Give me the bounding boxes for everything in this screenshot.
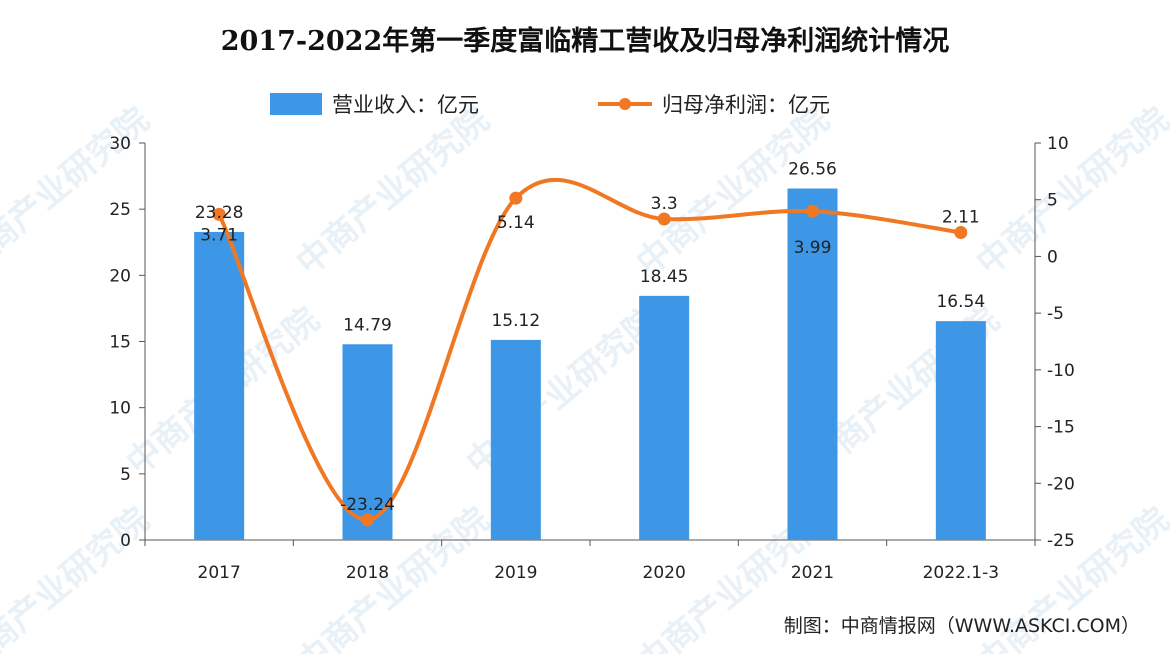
bar-data-label: 15.12 bbox=[491, 311, 540, 331]
line-point bbox=[509, 191, 523, 205]
legend-bar-swatch bbox=[270, 93, 322, 115]
x-tick-label: 2021 bbox=[791, 563, 834, 583]
left-tick-label: 15 bbox=[109, 333, 131, 353]
line-data-label: 3.3 bbox=[651, 194, 678, 214]
line-point bbox=[954, 225, 968, 239]
legend: 营业收入：亿元 归母净利润：亿元 bbox=[270, 93, 830, 117]
legend-line-marker bbox=[619, 98, 631, 110]
left-tick-label: 5 bbox=[120, 465, 131, 485]
watermark-text: 中商产业研究院 bbox=[0, 500, 157, 654]
bar-data-label: 18.45 bbox=[640, 267, 689, 287]
line-data-label: 5.14 bbox=[497, 213, 535, 233]
line-data-label: 3.99 bbox=[794, 238, 832, 258]
right-tick-label: -10 bbox=[1047, 361, 1075, 381]
bar bbox=[639, 295, 690, 540]
line-point bbox=[657, 212, 671, 226]
bar bbox=[935, 321, 986, 540]
x-tick-label: 2020 bbox=[643, 563, 686, 583]
left-tick-label: 0 bbox=[120, 531, 131, 551]
x-tick-label: 2017 bbox=[198, 563, 241, 583]
right-tick-label: 0 bbox=[1047, 247, 1058, 267]
x-tick-label: 2019 bbox=[494, 563, 537, 583]
watermark-text: 中商产业研究院 bbox=[969, 100, 1170, 284]
bar-series bbox=[194, 188, 986, 541]
bar-data-label: 26.56 bbox=[788, 160, 837, 180]
right-tick-label: 5 bbox=[1047, 191, 1058, 211]
bar bbox=[194, 231, 245, 541]
left-tick-label: 20 bbox=[109, 266, 131, 286]
line-point bbox=[361, 513, 374, 527]
line-data-label: -23.24 bbox=[340, 495, 395, 515]
axes: 0 5 10 15 20 25 30 -25 -20 -15 -10 -5 0 5 10 2017 2018 20… bbox=[109, 134, 1074, 583]
line-data-label: 2.11 bbox=[942, 207, 980, 227]
left-tick-label: 25 bbox=[109, 200, 131, 220]
legend-bar-label: 营业收入：亿元 bbox=[332, 93, 479, 117]
bar-data-label: 16.54 bbox=[936, 292, 985, 312]
watermark-text: 中商产业研究院 bbox=[289, 100, 497, 284]
right-tick-label: -15 bbox=[1047, 418, 1075, 438]
legend-line-label: 归母净利润：亿元 bbox=[662, 93, 830, 117]
right-tick-label: 10 bbox=[1047, 134, 1069, 154]
bar bbox=[490, 339, 541, 540]
left-tick-label: 30 bbox=[109, 134, 131, 154]
line-point bbox=[806, 204, 819, 218]
bar-data-label: 14.79 bbox=[343, 315, 392, 335]
line-series bbox=[212, 177, 968, 527]
chart-title: 2017-2022年第一季度富临精工营收及归母净利润统计情况 bbox=[221, 25, 950, 57]
line-point bbox=[212, 207, 226, 221]
watermark-text: 中商产业研究院 bbox=[289, 500, 497, 654]
bar bbox=[787, 188, 838, 541]
watermark-text: 中商产业研究院 bbox=[0, 100, 157, 284]
x-tick-label: 2018 bbox=[346, 563, 389, 583]
x-tick-label: 2022.1-3 bbox=[923, 563, 999, 583]
data-labels: 23.28 14.79 15.12 18.45 26.56 16.54 3.71 -23.24… bbox=[195, 160, 985, 516]
line-data-label: 3.71 bbox=[200, 225, 238, 245]
right-tick-label: -5 bbox=[1047, 304, 1064, 324]
watermark-text: 中商产业研究院 bbox=[459, 300, 667, 484]
source-note: 制图：中商情报网（WWW.ASKCI.COM） bbox=[784, 615, 1140, 637]
left-tick-label: 10 bbox=[109, 399, 131, 419]
right-tick-label: -25 bbox=[1047, 531, 1075, 551]
right-tick-label: -20 bbox=[1047, 474, 1075, 494]
bar-data-label: 23.28 bbox=[195, 203, 244, 223]
